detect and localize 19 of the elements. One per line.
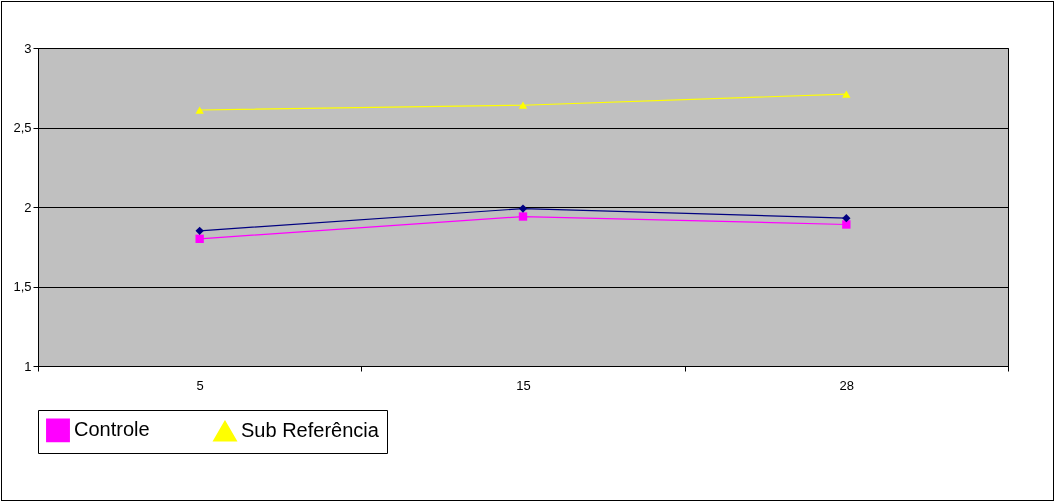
legend-label: Sub Referência bbox=[241, 419, 380, 442]
point bbox=[842, 220, 851, 229]
legend-label: Controle bbox=[74, 418, 150, 441]
x-tick-label: 28 bbox=[839, 377, 855, 393]
x-tick-label: 15 bbox=[516, 377, 531, 393]
x-tick-label: 5 bbox=[196, 377, 204, 393]
y-tick-label: 1,5 bbox=[13, 279, 32, 294]
y-tick-label: 2,5 bbox=[13, 120, 32, 135]
point bbox=[842, 90, 851, 98]
point bbox=[195, 226, 204, 236]
point bbox=[195, 106, 204, 114]
y-tick-label: 1 bbox=[24, 358, 32, 374]
y-tick-label: 2 bbox=[24, 199, 32, 215]
y-tick-label: 3 bbox=[24, 40, 32, 56]
point bbox=[518, 212, 528, 221]
point bbox=[842, 213, 851, 223]
point bbox=[518, 204, 528, 213]
point bbox=[518, 101, 528, 109]
point bbox=[195, 234, 204, 243]
